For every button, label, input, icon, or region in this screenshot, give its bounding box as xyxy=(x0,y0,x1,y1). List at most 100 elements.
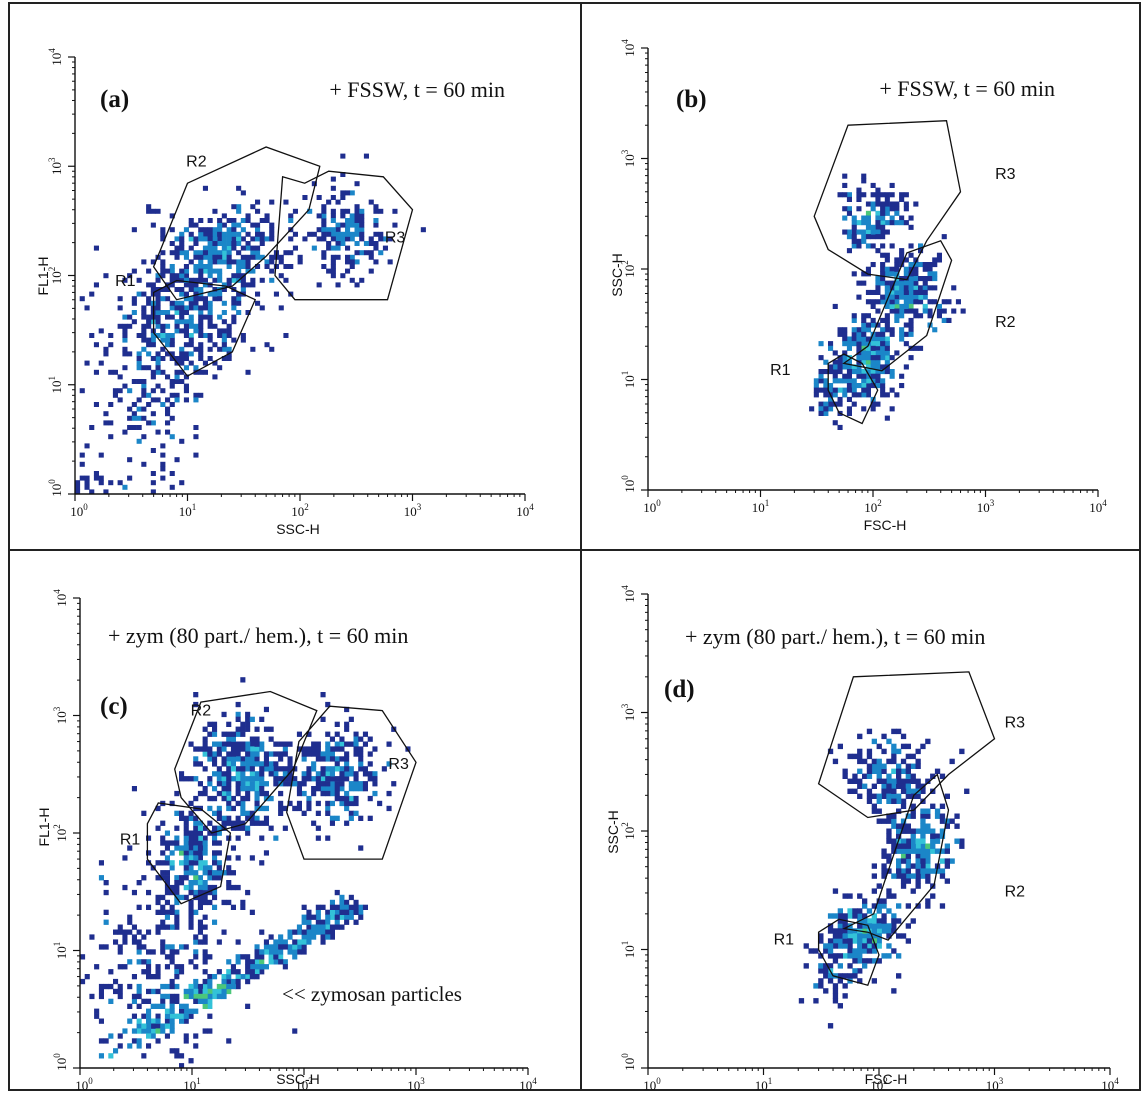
event-cell xyxy=(198,323,204,329)
event-cell xyxy=(296,949,302,955)
event-cell xyxy=(296,800,302,807)
event-cell xyxy=(881,788,887,794)
event-cell xyxy=(896,798,902,804)
event-cell xyxy=(387,236,393,242)
event-cell xyxy=(221,282,227,288)
event-cell xyxy=(150,420,156,426)
event-cell xyxy=(903,285,909,291)
event-cell xyxy=(282,766,288,772)
event-cell xyxy=(164,944,170,950)
event-cell xyxy=(871,948,877,954)
event-cell xyxy=(339,924,345,930)
y-tick-label: 101 xyxy=(620,941,637,959)
event-cell xyxy=(216,825,222,831)
event-cell xyxy=(891,798,897,804)
event-cell xyxy=(354,213,360,219)
event-cell xyxy=(842,928,848,934)
event-cell xyxy=(353,810,359,816)
event-cell xyxy=(378,236,384,242)
event-cell xyxy=(362,781,368,787)
event-cell xyxy=(837,359,843,365)
event-cell xyxy=(927,308,933,314)
event-cell xyxy=(221,786,227,792)
event-cell xyxy=(857,733,863,740)
event-cell xyxy=(861,317,867,323)
event-cell xyxy=(334,786,340,792)
event-cell xyxy=(141,1013,147,1019)
event-cell xyxy=(197,835,203,841)
event-cell xyxy=(372,771,378,777)
event-cell xyxy=(870,234,876,240)
event-cell xyxy=(179,1053,185,1059)
event-cell xyxy=(910,808,916,814)
event-cell xyxy=(193,909,199,915)
event-cell xyxy=(865,364,871,370)
event-cell xyxy=(212,894,218,901)
event-cell xyxy=(886,853,892,859)
event-cell xyxy=(164,830,170,836)
event-cell xyxy=(141,944,147,950)
event-cell xyxy=(329,756,335,762)
event-cell xyxy=(212,342,218,348)
event-cell xyxy=(117,993,123,1000)
event-cell xyxy=(93,402,99,407)
event-cell xyxy=(846,387,852,393)
event-cell xyxy=(381,766,387,772)
event-cell xyxy=(905,868,911,874)
event-cell xyxy=(264,259,270,265)
event-cell xyxy=(842,327,848,333)
panel-d: 100 101 102 103 104100101102103104FSC-HSSC-H… xyxy=(605,585,1119,1093)
event-cell xyxy=(959,843,965,849)
event-cell xyxy=(263,726,269,732)
event-cell xyxy=(818,983,824,989)
event-cell xyxy=(193,369,199,375)
event-cell xyxy=(856,327,862,333)
event-cell xyxy=(870,201,876,207)
event-cell xyxy=(842,392,848,398)
event-cell xyxy=(207,291,213,297)
event-cell xyxy=(818,401,824,407)
event-cell xyxy=(320,781,326,787)
event-cell xyxy=(160,388,166,394)
event-cell xyxy=(117,388,123,394)
event-cell xyxy=(813,387,819,393)
event-cell xyxy=(179,287,185,292)
event-cell xyxy=(255,254,261,260)
event-cell xyxy=(122,484,128,490)
event-cell xyxy=(202,264,208,269)
event-cell xyxy=(183,840,189,846)
event-cell xyxy=(315,904,321,910)
event-cell xyxy=(122,939,128,945)
event-cell xyxy=(857,778,863,784)
event-cell xyxy=(150,374,156,380)
event-cell xyxy=(188,983,194,990)
event-cell xyxy=(197,924,203,930)
event-cell xyxy=(894,266,900,272)
event-cell xyxy=(842,983,848,989)
event-cell xyxy=(230,884,236,891)
event-cell xyxy=(174,840,180,846)
event-cell xyxy=(913,345,919,351)
event-cell xyxy=(325,771,331,777)
event-cell xyxy=(169,213,175,219)
event-cell xyxy=(212,993,218,1000)
event-cell xyxy=(146,1043,152,1049)
event-cell xyxy=(344,741,350,747)
event-cell xyxy=(221,222,227,228)
event-cell xyxy=(886,868,892,874)
event-cell xyxy=(136,438,142,444)
event-cell xyxy=(84,974,90,980)
gate-r3 xyxy=(817,671,996,819)
event-cell xyxy=(273,959,279,965)
event-cell xyxy=(226,786,232,792)
event-cell xyxy=(193,978,199,985)
event-cell xyxy=(197,875,203,881)
event-cell xyxy=(98,480,104,486)
event-cell xyxy=(861,383,867,389)
event-cell xyxy=(165,337,171,343)
event-cell xyxy=(316,213,322,219)
event-cell xyxy=(325,731,331,737)
event-cell xyxy=(254,795,260,802)
event-cell xyxy=(226,751,232,757)
event-cell xyxy=(348,800,354,807)
